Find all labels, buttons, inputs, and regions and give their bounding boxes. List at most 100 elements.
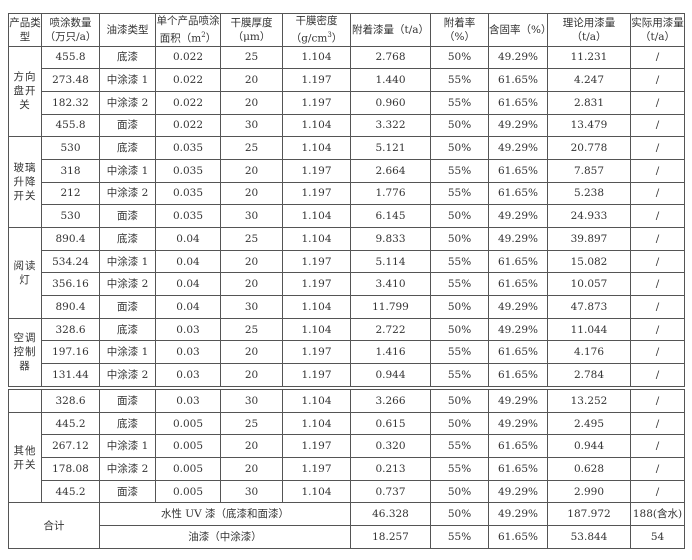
spray-area-cell: 0.03 [155, 389, 221, 413]
adhesion-rate-cell: 50% [430, 389, 489, 413]
spray-quantity-cell: 356.16 [41, 272, 100, 297]
table-row: 356.16 中涂漆 2 0.04 20 1.197 3.410 55% 61.65% 10.0… [9, 272, 685, 297]
table-row: 197.16 中涂漆 1 0.03 20 1.197 1.416 55% 61.65% 4.17… [9, 340, 685, 365]
solid-content-cell: 49.29% [488, 479, 548, 504]
paint-category-cell: 水性 UV 漆（底漆和面漆） [99, 502, 351, 527]
spray-area-cell: 0.03 [155, 363, 221, 387]
table-row: 445.2 面漆 0.005 30 1.104 0.737 50% 49.29% 2.990/ [9, 479, 685, 504]
product-type-cell: 玻璃升降开关 [8, 136, 42, 228]
table-row: 其他开关 445.2 底漆 0.005 25 1.104 0.615 50% 49.29% 2.4… [8, 411, 685, 504]
adhered-paint-cell: 2.664 [350, 158, 431, 183]
spray-quantity-cell: 197.16 [41, 340, 100, 365]
solid-content-cell: 49.29% [488, 136, 548, 160]
solid-content-cell: 61.65% [488, 249, 548, 274]
column-header: 理论用漆量（t/a） [547, 13, 631, 47]
total-row: 油漆（中涂漆） 18.257 55% 61.65% 53.844 54 [9, 525, 685, 549]
adhesion-rate-cell: 50% [430, 227, 489, 251]
adhered-paint-cell: 0.320 [350, 434, 431, 459]
spray-area-cell: 0.035 [155, 204, 221, 228]
table-row: 182.32 中涂漆 2 0.022 20 1.197 0.960 55% 61.65% 2.8… [9, 90, 685, 115]
theoretical-usage-cell: 15.082 [547, 249, 631, 274]
theoretical-usage-cell: 4.247 [547, 68, 631, 92]
paint-type-cell: 中涂漆 1 [99, 340, 156, 365]
spray-quantity-cell: 318 [41, 158, 100, 183]
film-density-cell: 1.197 [282, 181, 351, 206]
table-row: 318 中涂漆 1 0.035 20 1.197 2.664 55% 61.65% 7.857/ [9, 158, 685, 183]
paint-type-cell: 底漆 [99, 227, 156, 251]
film-density-cell: 1.197 [282, 434, 351, 459]
adhered-paint-cell: 3.410 [350, 272, 431, 297]
paint-type-cell: 面漆 [99, 113, 156, 138]
theoretical-usage-cell: 47.873 [547, 295, 631, 319]
theoretical-usage-cell: 24.933 [547, 204, 631, 228]
actual-usage-cell: / [630, 113, 685, 138]
film-thickness-cell: 20 [220, 68, 283, 92]
film-density-cell: 1.197 [282, 90, 351, 115]
actual-usage-cell: / [630, 181, 685, 206]
theoretical-usage-cell: 10.057 [547, 272, 631, 297]
paint-type-cell: 中涂漆 2 [99, 181, 156, 206]
adhesion-rate-cell: 50% [430, 113, 489, 138]
adhesion-rate-cell: 55% [430, 340, 489, 365]
solid-content-cell: 61.65% [488, 457, 548, 481]
actual-usage-cell: / [630, 45, 685, 70]
film-thickness-cell: 30 [220, 113, 283, 138]
spray-area-cell: 0.035 [155, 181, 221, 206]
theoretical-usage-cell: 11.044 [547, 317, 631, 342]
adhered-paint-cell: 1.776 [350, 181, 431, 206]
spray-quantity-cell: 131.44 [41, 363, 100, 387]
theoretical-usage-cell: 11.231 [547, 45, 631, 70]
film-density-cell: 1.104 [282, 317, 351, 342]
spray-quantity-cell: 530 [41, 204, 100, 228]
film-thickness-cell: 20 [220, 434, 283, 459]
theoretical-usage-cell: 7.857 [547, 158, 631, 183]
column-header: 干膜密度（g/cm3） [282, 13, 351, 47]
adhered-paint-cell: 1.440 [350, 68, 431, 92]
adhesion-rate-cell: 55% [430, 90, 489, 115]
solid-content-cell: 61.65% [488, 68, 548, 92]
adhesion-rate-cell: 50% [430, 295, 489, 319]
table-row: 455.8 面漆 0.022 30 1.104 3.322 50% 49.29% 13.479/ [9, 113, 685, 138]
spray-quantity-cell: 267.12 [41, 434, 100, 459]
table-row: 534.24 中涂漆 1 0.04 20 1.197 5.114 55% 61.65% 15.0… [9, 249, 685, 274]
actual-usage-cell: / [630, 457, 685, 481]
total-row: 合计 水性 UV 漆（底漆和面漆） 46.328 50% 49.29% 187.972 18… [8, 502, 685, 549]
adhesion-rate-cell: 55% [430, 158, 489, 183]
table-row: 178.08 中涂漆 2 0.005 20 1.197 0.213 55% 61.65% 0.6… [9, 457, 685, 481]
adhesion-rate-cell: 50% [430, 136, 489, 160]
film-density-cell: 1.104 [282, 411, 351, 436]
spray-quantity-cell: 328.6 [41, 389, 100, 413]
paint-category-cell: 油漆（中涂漆） [99, 525, 351, 549]
adhered-paint-cell: 6.145 [350, 204, 431, 228]
spray-area-cell: 0.04 [155, 295, 221, 319]
film-thickness-cell: 30 [220, 295, 283, 319]
adhesion-rate-cell: 50% [430, 45, 489, 70]
paint-usage-table-part1: 产品类型 喷涂数量（万只/a） 油漆类型 单个产品喷涂面积（m2） 干膜厚度（μm） 干膜… [8, 13, 685, 387]
solid-content-cell: 61.65% [488, 434, 548, 459]
solid-content-cell: 61.65% [488, 525, 548, 549]
actual-usage-cell: 54 [630, 525, 685, 549]
theoretical-usage-cell: 13.479 [547, 113, 631, 138]
solid-content-cell: 49.29% [488, 389, 548, 413]
column-header: 附着率（%） [430, 13, 489, 47]
film-density-cell: 1.104 [282, 479, 351, 504]
column-header: 实际用漆量（t/a） [630, 13, 685, 47]
table-row: 890.4 面漆 0.04 30 1.104 11.799 50% 49.29% 47.873/ [9, 295, 685, 319]
adhered-paint-cell: 0.615 [350, 411, 431, 436]
film-thickness-cell: 30 [220, 389, 283, 413]
spray-area-cell: 0.005 [155, 479, 221, 504]
film-thickness-cell: 25 [220, 227, 283, 251]
actual-usage-cell: / [630, 90, 685, 115]
column-header: 干膜厚度（μm） [220, 13, 283, 47]
table-row: 方向盘开关 455.8 底漆 0.022 25 1.104 2.768 50% 49.29% 11… [8, 45, 685, 138]
solid-content-cell: 61.65% [488, 340, 548, 365]
solid-content-cell: 61.65% [488, 181, 548, 206]
adhesion-rate-cell: 55% [430, 181, 489, 206]
spray-quantity-cell: 178.08 [41, 457, 100, 481]
film-density-cell: 1.197 [282, 457, 351, 481]
column-header: 喷涂数量（万只/a） [41, 13, 100, 47]
spray-quantity-cell: 182.32 [41, 90, 100, 115]
solid-content-cell: 49.29% [488, 113, 548, 138]
paint-usage-table-part2: 328.6 面漆 0.03 30 1.104 3.266 50% 49.29% 13.252/其… [8, 389, 685, 549]
solid-content-cell: 49.29% [488, 502, 548, 527]
